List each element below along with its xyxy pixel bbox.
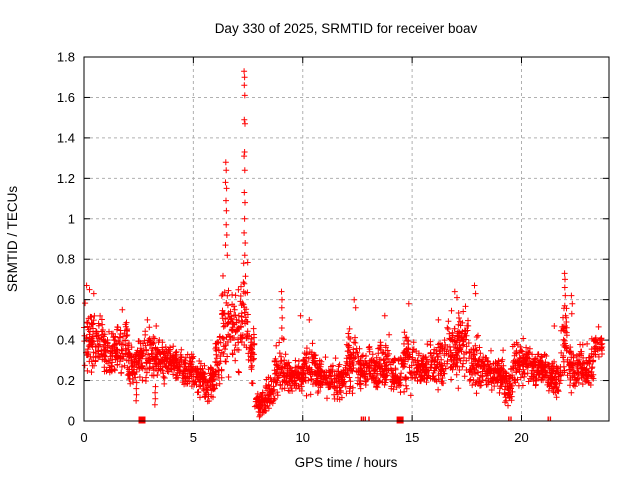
zero-blob-mark bbox=[396, 416, 404, 424]
chart-title: Day 330 of 2025, SRMTID for receiver boa… bbox=[215, 21, 478, 36]
zero-tick-marks bbox=[360, 416, 552, 421]
y-tick-label: 1 bbox=[68, 211, 75, 226]
y-tick-label: 0.2 bbox=[57, 373, 75, 388]
x-axis-label: GPS time / hours bbox=[295, 455, 398, 470]
scatter-points-layer bbox=[81, 68, 606, 424]
y-tick-label: 1.4 bbox=[57, 130, 75, 145]
x-tick-label: 15 bbox=[405, 430, 419, 445]
y-tick-label: 0.8 bbox=[57, 252, 75, 267]
y-tick-label: 0 bbox=[68, 414, 75, 429]
y-tick-label: 1.2 bbox=[57, 171, 75, 186]
plot-frame bbox=[83, 56, 610, 422]
y-axis-label: SRMTID / TECUs bbox=[5, 186, 20, 293]
zero-blob-mark bbox=[138, 416, 146, 424]
x-tick-label: 5 bbox=[190, 430, 197, 445]
x-tick-label: 10 bbox=[296, 430, 310, 445]
y-tick-label: 1.6 bbox=[57, 90, 75, 105]
x-tick-label: 0 bbox=[80, 430, 87, 445]
y-tick-label: 1.8 bbox=[57, 50, 75, 65]
grid-layer bbox=[84, 57, 609, 421]
scatter-points bbox=[81, 68, 606, 420]
x-tick-label: 20 bbox=[514, 430, 528, 445]
y-tick-label: 0.6 bbox=[57, 292, 75, 307]
tick-label-layer: 0 5 10 15 20 0 0.2 0.4 0.6 0.8 1 1.2 1.4 1.6 1.8 bbox=[57, 50, 529, 446]
y-tick-label: 0.4 bbox=[57, 333, 75, 348]
